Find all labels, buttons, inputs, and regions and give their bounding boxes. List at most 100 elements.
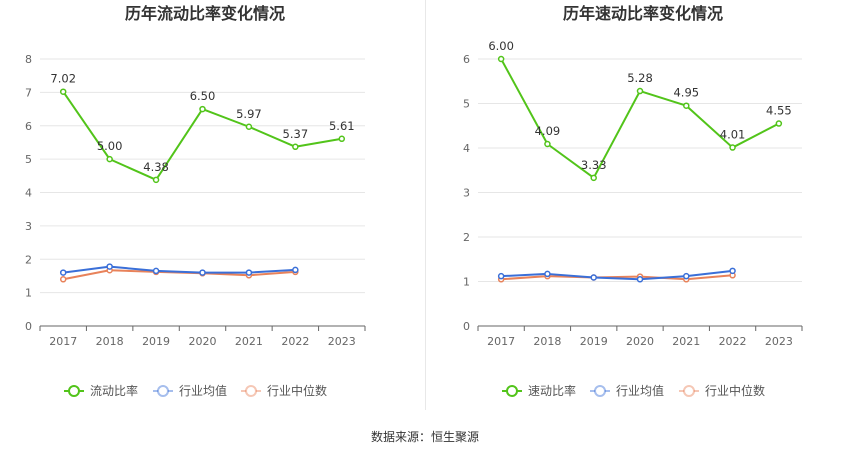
y-tick-label: 2 xyxy=(463,231,470,244)
data-point[interactable] xyxy=(729,267,736,275)
x-tick-label: 2019 xyxy=(580,335,608,348)
legend-label: 行业均值 xyxy=(179,383,227,398)
series-1 xyxy=(497,267,736,283)
x-tick-label: 2022 xyxy=(719,335,747,348)
legend-item-1[interactable]: 行业均值 xyxy=(590,383,664,398)
data-point[interactable] xyxy=(497,55,505,63)
x-tick-label: 2020 xyxy=(189,335,217,348)
data-point[interactable] xyxy=(683,102,690,109)
data-label: 5.00 xyxy=(97,139,123,153)
data-label: 6.00 xyxy=(488,39,514,53)
data-source-footer: 数据来源：恒生聚源 xyxy=(370,430,479,444)
legend-marker-icon xyxy=(594,385,606,397)
data-point[interactable] xyxy=(106,263,113,270)
data-point[interactable] xyxy=(59,269,67,276)
legend-label: 行业均值 xyxy=(616,383,664,398)
data-point[interactable] xyxy=(152,267,160,275)
data-point[interactable] xyxy=(245,123,253,131)
series-line xyxy=(501,269,733,281)
y-tick-label: 3 xyxy=(25,220,32,233)
x-tick-label: 2019 xyxy=(142,335,170,348)
x-tick-label: 2023 xyxy=(328,335,356,348)
data-label: 4.95 xyxy=(673,86,699,100)
x-tick-label: 2021 xyxy=(672,335,700,348)
data-label: 6.50 xyxy=(190,89,216,103)
data-label: 4.38 xyxy=(143,160,169,174)
x-tick-label: 2023 xyxy=(765,335,793,348)
chart-divider xyxy=(425,0,426,410)
x-tick-label: 2022 xyxy=(281,335,309,348)
y-tick-label: 6 xyxy=(463,53,470,66)
legend-item-1[interactable]: 行业均值 xyxy=(153,383,227,398)
y-tick-label: 3 xyxy=(463,187,470,200)
data-point[interactable] xyxy=(590,174,597,182)
data-point[interactable] xyxy=(152,176,160,184)
y-tick-label: 4 xyxy=(463,142,470,155)
chart-title: 历年速动比率变化情况 xyxy=(563,4,723,23)
y-tick-label: 7 xyxy=(25,86,32,99)
legend-item-2[interactable]: 行业中位数 xyxy=(679,383,765,398)
data-point[interactable] xyxy=(199,269,206,276)
series-2 xyxy=(59,267,299,283)
series-0: 6.00 4.09 3.33 5.28 4.95 4.01 4.55 xyxy=(488,39,792,182)
y-tick-label: 5 xyxy=(463,98,470,111)
legend-item-2[interactable]: 行业中位数 xyxy=(241,383,327,398)
data-label: 5.28 xyxy=(627,71,653,85)
data-point[interactable] xyxy=(544,140,551,148)
current-ratio-chart-svg: 历年流动比率变化情况 0 1 2 3 4 5 6 7 8 2017 2018 2019 2020 2021 2… xyxy=(25,4,366,398)
data-label: 4.01 xyxy=(720,128,746,142)
data-label: 5.37 xyxy=(283,127,309,141)
x-tick-label: 2020 xyxy=(626,335,654,348)
data-point[interactable] xyxy=(338,135,346,143)
data-label: 4.09 xyxy=(535,124,561,138)
data-label: 5.97 xyxy=(236,107,262,121)
y-tick-label: 1 xyxy=(25,287,32,300)
data-point[interactable] xyxy=(292,266,299,274)
quick-ratio-chart: 历年速动比率变化情况 0 1 2 3 4 5 6 2017 2018 2019 2020 2021 202… xyxy=(426,0,850,410)
current-ratio-chart: 历年流动比率变化情况 0 1 2 3 4 5 6 7 8 2017 2018 2019 2020 2021 2… xyxy=(0,0,425,410)
data-point[interactable] xyxy=(59,276,67,283)
legend-marker-icon xyxy=(245,385,257,397)
series-1 xyxy=(59,263,299,276)
y-tick-label: 4 xyxy=(25,187,32,200)
data-label: 4.55 xyxy=(766,104,792,118)
legend-label: 速动比率 xyxy=(528,383,576,398)
x-tick-label: 2021 xyxy=(235,335,263,348)
x-tick-label: 2018 xyxy=(96,335,124,348)
y-tick-label: 0 xyxy=(463,320,470,333)
data-point[interactable] xyxy=(497,272,505,280)
y-tick-label: 5 xyxy=(25,153,32,166)
legend-marker-icon xyxy=(68,385,80,397)
legend-label: 流动比率 xyxy=(90,383,138,398)
x-tick-label: 2017 xyxy=(487,335,515,348)
quick-ratio-chart-svg: 历年速动比率变化情况 0 1 2 3 4 5 6 2017 2018 2019 2020 2021 202… xyxy=(463,4,803,398)
data-point[interactable] xyxy=(729,144,736,151)
legend-item-0[interactable]: 速动比率 xyxy=(502,383,576,398)
data-point[interactable] xyxy=(775,120,783,127)
data-point[interactable] xyxy=(292,143,299,151)
data-point[interactable] xyxy=(106,155,113,163)
legend-label: 行业中位数 xyxy=(705,383,765,398)
legend-label: 行业中位数 xyxy=(267,383,327,398)
data-point[interactable] xyxy=(636,276,644,283)
y-tick-label: 1 xyxy=(463,276,470,289)
data-point[interactable] xyxy=(590,274,597,281)
y-tick-label: 8 xyxy=(25,53,32,66)
data-point[interactable] xyxy=(683,272,690,280)
series-0: 7.02 5.00 4.38 6.50 5.97 5.37 5.61 xyxy=(50,72,355,184)
data-point[interactable] xyxy=(636,87,644,95)
data-point[interactable] xyxy=(199,105,206,113)
data-label: 5.61 xyxy=(329,119,355,133)
x-tick-label: 2018 xyxy=(533,335,561,348)
y-tick-label: 6 xyxy=(25,120,32,133)
data-point[interactable] xyxy=(544,270,551,278)
x-tick-label: 2017 xyxy=(49,335,77,348)
data-point[interactable] xyxy=(59,88,67,95)
legend-marker-icon xyxy=(683,385,695,397)
data-label: 7.02 xyxy=(50,72,76,86)
legend-item-0[interactable]: 流动比率 xyxy=(64,383,138,398)
series-line xyxy=(501,274,733,281)
y-tick-label: 2 xyxy=(25,253,32,266)
data-point[interactable] xyxy=(245,269,253,276)
y-tick-label: 0 xyxy=(25,320,32,333)
